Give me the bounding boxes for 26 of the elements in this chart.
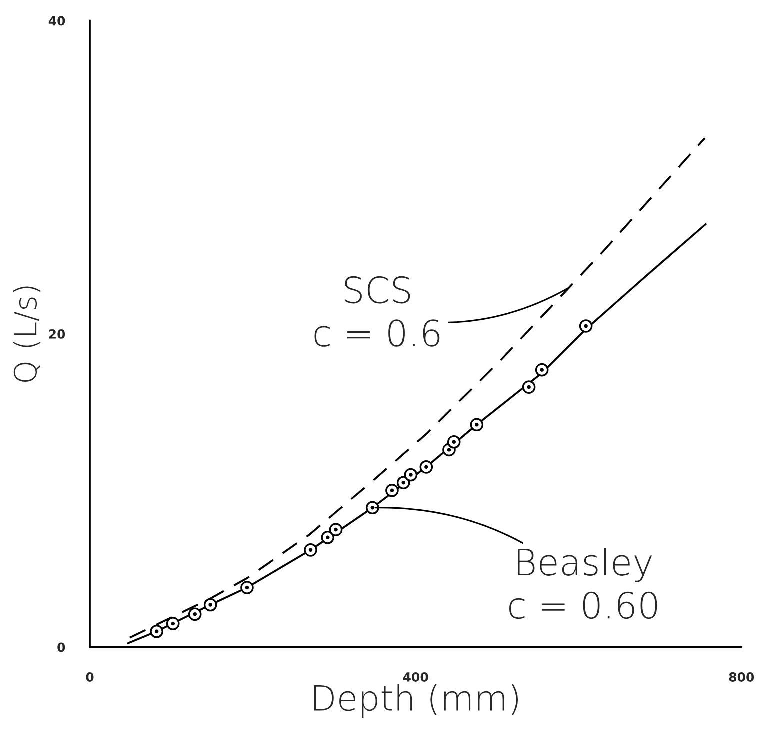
- point: [166, 617, 180, 630]
- point: [447, 435, 461, 449]
- annotation: SCS c = 0.6: [314, 276, 440, 347]
- point: [150, 624, 164, 638]
- y-tick-label: 40: [48, 16, 66, 26]
- point: [321, 531, 335, 544]
- point: [579, 320, 593, 333]
- point: [420, 460, 434, 474]
- point: [470, 418, 484, 432]
- annotation: Beasley c = 0.60: [510, 548, 658, 620]
- y-tick-label: 20: [49, 330, 66, 339]
- line-series: [128, 137, 706, 639]
- point: [396, 476, 410, 490]
- point: [522, 380, 536, 394]
- x-tick-label: 0: [86, 672, 94, 682]
- point: [535, 363, 549, 377]
- x-tick-label: 400: [403, 672, 428, 682]
- point: [188, 608, 202, 622]
- x-tick-label: 800: [729, 672, 754, 682]
- line-series: [127, 223, 707, 644]
- y-tick-label: 0: [58, 642, 66, 652]
- y-axis-title: Q (L/s): [13, 286, 41, 382]
- point: [329, 523, 343, 536]
- point: [386, 484, 399, 498]
- x-axis-title: Depth (mm): [314, 684, 518, 718]
- point: [404, 468, 418, 482]
